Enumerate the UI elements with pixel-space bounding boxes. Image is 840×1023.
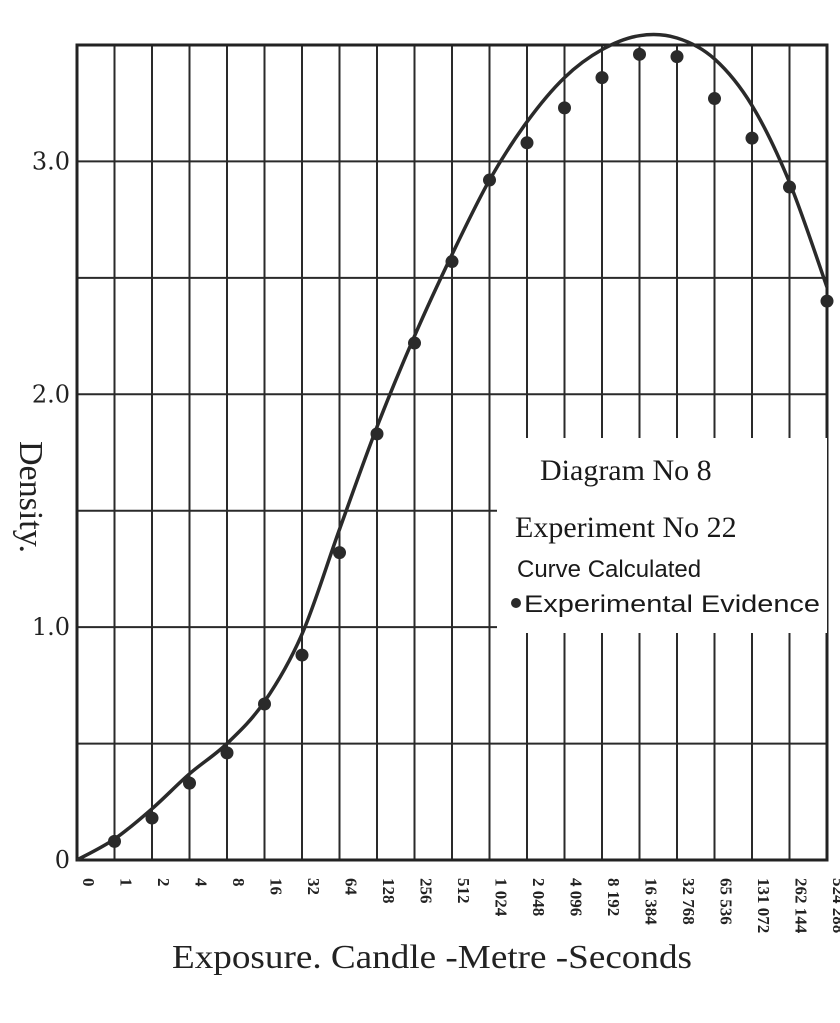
experimental-point	[445, 255, 459, 269]
x-tick-label: 512	[454, 878, 473, 904]
experimental-point	[183, 776, 196, 790]
experimental-point	[258, 697, 271, 711]
experimental-point	[220, 746, 234, 760]
legend-title-diagram: Diagram No 8	[540, 454, 712, 487]
x-tick-label: 2 048	[529, 878, 548, 916]
y-axis-label: Density.	[12, 441, 49, 553]
legend-title-experiment: Experiment No 22	[515, 511, 737, 544]
y-axis-ticks: 0 1.0 2.0 3.0	[32, 147, 70, 874]
x-tick-label: 2	[154, 878, 173, 887]
series	[76, 32, 834, 862]
x-tick-label: 32 768	[679, 878, 698, 925]
experimental-point	[295, 648, 309, 662]
legend-box: Diagram No 8 Experiment No 22 Curve Calc…	[497, 438, 827, 633]
experimental-point	[558, 101, 571, 115]
y-tick-label: 2.0	[32, 380, 70, 408]
experimental-point	[670, 50, 684, 64]
x-tick-label: 262 144	[792, 878, 811, 934]
x-tick-label: 0	[79, 878, 98, 887]
legend-points-label: Experimental Evidence	[524, 591, 820, 618]
x-tick-label: 256	[417, 878, 436, 904]
x-tick-label: 32	[304, 878, 323, 895]
x-axis-ticks: 0 1 2 4 8 16 32 64 128 256 512 1 024 2 048 4 096 8 192…	[79, 878, 840, 934]
experimental-point	[783, 180, 796, 194]
legend-point-marker	[511, 598, 521, 608]
x-tick-label: 4	[192, 878, 211, 887]
x-tick-label: 16 384	[642, 878, 661, 925]
experimental-point	[145, 811, 159, 825]
experimental-point	[595, 71, 609, 85]
x-tick-label: 64	[342, 878, 361, 896]
x-tick-label: 128	[379, 878, 398, 904]
experimental-point	[745, 131, 759, 145]
experimental-point	[708, 92, 721, 106]
experimental-point	[520, 136, 534, 150]
x-tick-label: 8 192	[604, 878, 623, 916]
x-tick-label: 1 024	[492, 878, 511, 917]
x-tick-label: 65 536	[717, 878, 736, 925]
x-tick-label: 16	[267, 878, 286, 895]
experimental-point	[108, 834, 121, 848]
x-tick-label: 8	[229, 878, 248, 887]
x-tick-label: 4 096	[567, 878, 586, 916]
experimental-point	[408, 336, 421, 350]
experimental-point	[820, 294, 834, 308]
y-tick-label: 1.0	[32, 613, 70, 641]
y-tick-label: 3.0	[32, 147, 70, 175]
legend-curve-label: Curve Calculated	[517, 556, 701, 583]
experimental-point	[633, 47, 646, 61]
y-tick-label: 0	[55, 846, 70, 874]
legend-background	[497, 438, 827, 633]
x-tick-label: 1	[117, 878, 136, 887]
experimental-point	[333, 546, 346, 560]
x-tick-label: 131 072	[754, 878, 773, 933]
experimental-point	[370, 427, 384, 441]
experimental-point	[483, 173, 496, 187]
x-axis-label: Exposure. Candle -Metre -Seconds	[172, 939, 692, 976]
x-tick-label: 524 288	[829, 878, 840, 933]
